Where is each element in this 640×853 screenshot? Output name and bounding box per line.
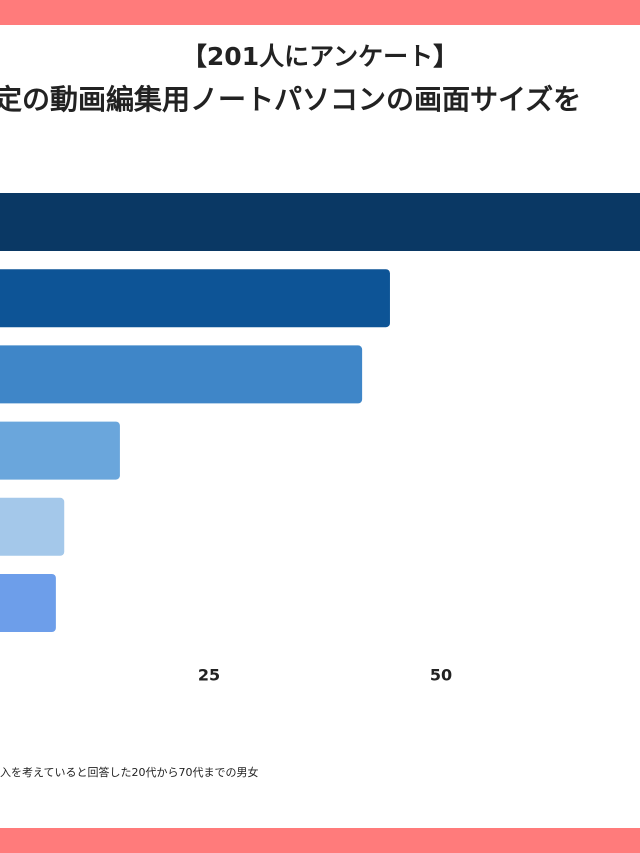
chart-subtitle: 定の動画編集用ノートパソコンの画面サイズを: [0, 83, 581, 116]
x-tick-label: 50: [430, 666, 452, 685]
x-tick-label: 25: [198, 666, 220, 685]
bar: [0, 345, 363, 404]
bar: [0, 497, 65, 556]
bar: [0, 193, 640, 251]
bottom-band: [0, 828, 640, 853]
bar: [0, 421, 120, 480]
top-band: [0, 0, 640, 25]
note: 入を考えていると回答した20代から70代までの男女: [0, 765, 258, 779]
bar: [0, 574, 56, 632]
chart-title: 【201人にアンケート】: [182, 42, 458, 71]
bar: [0, 269, 390, 328]
